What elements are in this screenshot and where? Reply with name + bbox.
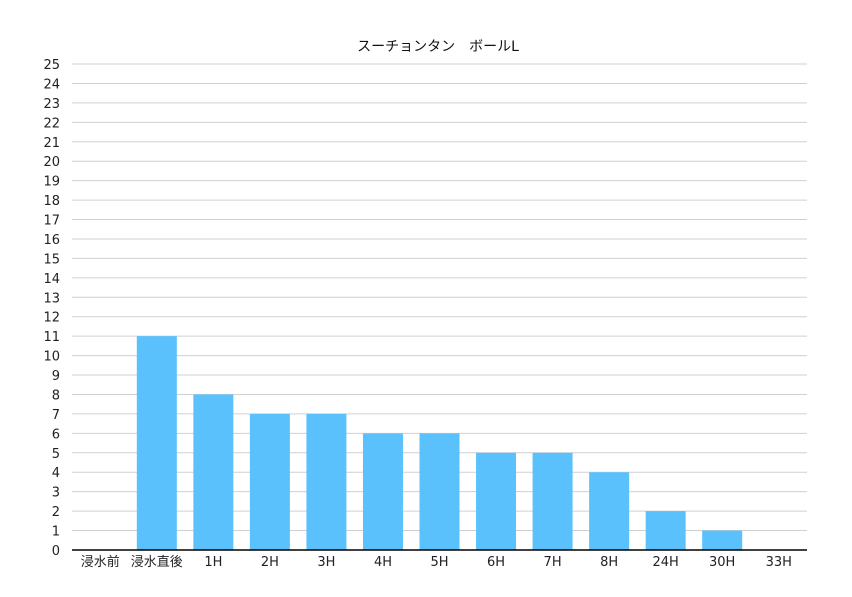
bar <box>702 530 743 550</box>
y-tick-label: 16 <box>43 233 60 248</box>
x-tick-label: 33H <box>766 555 792 570</box>
y-tick-label: 20 <box>43 155 60 170</box>
y-tick-label: 13 <box>43 291 60 306</box>
y-tick-label: 1 <box>52 525 60 540</box>
y-tick-label: 11 <box>43 330 60 345</box>
y-tick-label: 9 <box>52 369 60 384</box>
y-tick-label: 2 <box>52 505 60 520</box>
y-tick-label: 12 <box>43 311 60 326</box>
x-tick-label: 浸水前 <box>81 554 120 570</box>
bar <box>193 394 234 550</box>
y-tick-label: 8 <box>52 388 60 403</box>
y-tick-label: 23 <box>43 97 60 112</box>
y-tick-label: 25 <box>43 58 60 73</box>
bar <box>362 433 403 550</box>
y-tick-label: 21 <box>43 136 60 151</box>
bar <box>532 452 573 550</box>
bar <box>645 511 686 550</box>
y-tick-label: 24 <box>43 77 60 92</box>
x-tick-label: 8H <box>600 555 618 570</box>
y-tick-label: 3 <box>52 486 60 501</box>
bar <box>136 336 177 550</box>
y-tick-label: 17 <box>43 214 60 229</box>
y-tick-label: 5 <box>52 447 60 462</box>
bar <box>589 472 630 550</box>
bar <box>306 413 347 550</box>
x-tick-label: 7H <box>544 555 562 570</box>
bar <box>249 413 290 550</box>
x-tick-label: 3H <box>317 555 335 570</box>
x-tick-label: 4H <box>374 555 392 570</box>
x-tick-label: 5H <box>430 555 448 570</box>
x-tick-label: 2H <box>261 555 279 570</box>
y-tick-label: 6 <box>52 427 60 442</box>
y-tick-label: 22 <box>43 116 60 131</box>
y-tick-label: 7 <box>52 408 60 423</box>
bar <box>419 433 460 550</box>
y-tick-label: 18 <box>43 194 60 209</box>
x-tick-label: 24H <box>652 555 678 570</box>
x-tick-label: 浸水直後 <box>131 555 183 570</box>
x-tick-label: 6H <box>487 555 505 570</box>
y-tick-label: 4 <box>52 466 60 481</box>
bar <box>476 452 517 550</box>
y-tick-label: 10 <box>43 350 60 365</box>
y-tick-label: 15 <box>43 252 60 267</box>
x-tick-label: 30H <box>709 555 735 570</box>
y-tick-label: 0 <box>52 544 60 559</box>
x-tick-label: 1H <box>204 555 222 570</box>
y-tick-label: 19 <box>43 175 60 190</box>
y-tick-label: 14 <box>43 272 60 287</box>
chart-title: スーチョンタン ボールL <box>357 39 519 55</box>
